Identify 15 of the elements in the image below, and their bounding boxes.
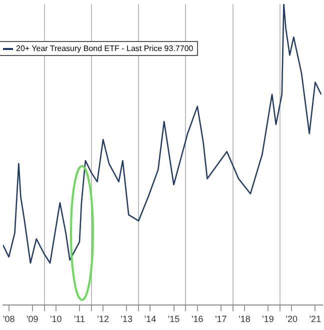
x-tick-label: '10: [50, 314, 62, 324]
x-tick-label: '09: [26, 314, 38, 324]
x-tick-label: '21: [309, 314, 322, 324]
x-tick-label: '08: [2, 314, 15, 324]
x-tick-label: '16: [192, 314, 204, 324]
x-tick-label: '20: [286, 314, 298, 324]
x-tick-label: '13: [120, 314, 133, 324]
x-tick-label: '15: [168, 314, 180, 324]
x-tick-label: '12: [97, 314, 109, 324]
x-tick-label: '14: [144, 314, 156, 324]
x-tick-label: '19: [262, 314, 274, 324]
x-tick-label: '17: [215, 314, 227, 324]
x-tick-label: '11: [74, 314, 86, 324]
x-tick-label: '18: [238, 314, 250, 324]
legend-label: 20+ Year Treasury Bond ETF - Last Price 93.7700: [16, 44, 194, 53]
